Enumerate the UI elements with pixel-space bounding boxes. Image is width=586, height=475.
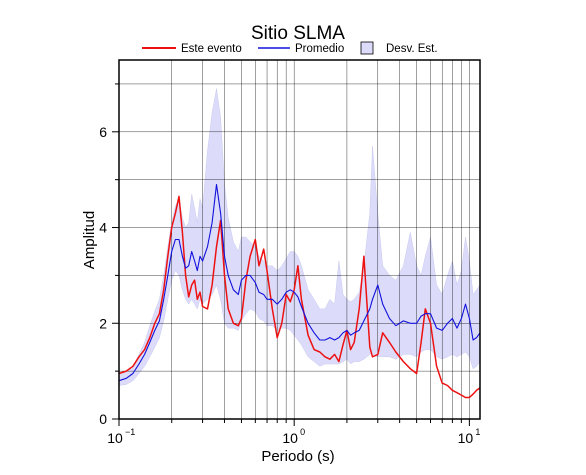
- std-dev-band: [118, 88, 481, 386]
- chart-title: Sitio SLMA: [251, 23, 345, 44]
- legend: Este evento Promedio Desv. Est.: [142, 41, 438, 55]
- series-line-este-evento: [118, 195, 481, 399]
- legend-label-promedio: Promedio: [295, 43, 344, 55]
- legend-label-este: Este evento: [181, 43, 242, 55]
- x-tick-label-exponent: 0: [300, 427, 305, 437]
- series-line-promedio: [118, 183, 481, 382]
- legend-label-desv: Desv. Est.: [386, 43, 438, 55]
- y-tick-label: 0: [99, 411, 107, 427]
- legend-swatch-desv: [360, 41, 374, 55]
- x-tick-label-exponent: −1: [125, 427, 135, 437]
- x-tick-label: 10: [458, 430, 474, 446]
- x-tick-label: 10: [282, 430, 298, 446]
- y-tick-label: 2: [99, 315, 107, 331]
- x-axis-label: Periodo (s): [261, 448, 334, 465]
- y-tick-label: 6: [99, 124, 107, 140]
- x-tick-label-exponent: 1: [475, 427, 480, 437]
- y-tick-label: 4: [99, 220, 107, 236]
- y-axis-label: Amplitud: [81, 211, 98, 269]
- plot-frame: [118, 59, 481, 420]
- x-tick-label: 10: [107, 430, 123, 446]
